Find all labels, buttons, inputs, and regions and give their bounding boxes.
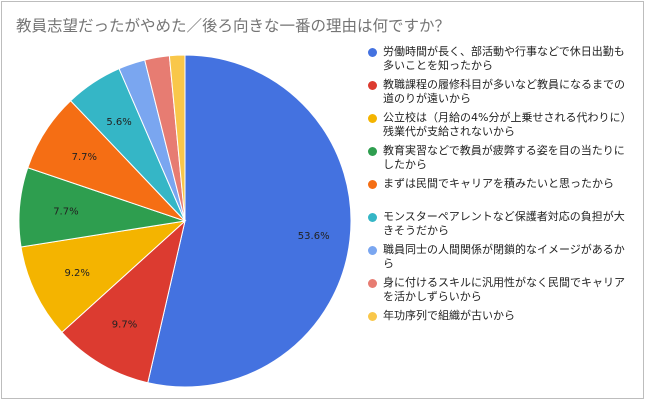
legend-marker-3	[368, 114, 377, 123]
legend-label-3: 公立校は（月給の4%分が上乗せされる代わりに）残業代が支給されないから	[383, 111, 626, 138]
legend-label-4: 教育実習などで教員が疲弊する姿を目の当たりにしたから	[383, 144, 625, 171]
pie-label-6: 5.6%	[106, 117, 131, 128]
legend-marker-8	[368, 279, 377, 288]
pie-label-3: 9.2%	[64, 268, 89, 279]
legend-marker-1	[368, 48, 377, 57]
legend-item-5: まずは民間でキャリアを積みたいと思ったから	[365, 177, 635, 210]
legend-label-7: 職員同士の人間関係が閉鎖的なイメージがあるから	[383, 243, 625, 270]
pie-slice-9	[168, 54, 186, 222]
pie-label-4: 7.7%	[53, 206, 78, 217]
legend-marker-5	[368, 180, 377, 189]
legend-item-4: 教育実習などで教員が疲弊する姿を目の当たりにしたから	[365, 144, 635, 177]
legend-label-2: 教職課程の履修科目が多いなど教員になるまでの道のりが遠いから	[383, 78, 625, 105]
legend-marker-4	[368, 147, 377, 156]
pie-slices	[18, 54, 352, 388]
legend-item-9: 年功序列で組織が古いから	[365, 309, 635, 342]
legend-marker-9	[368, 312, 377, 321]
pie-labels: 53.6% 9.7% 9.2% 7.7% 7.7% 5.6%	[53, 117, 329, 331]
legend-item-1: 労働時間が長く、部活動や行事などで休日出勤も多いことを知ったから	[365, 45, 635, 78]
legend-label-5: まずは民間でキャリアを積みたいと思ったから	[383, 177, 614, 190]
pie-slice-3	[20, 220, 187, 334]
legend-item-7: 職員同士の人間関係が閉鎖的なイメージがあるから	[365, 243, 635, 276]
legend-marker-7	[368, 246, 377, 255]
legend: 労働時間が長く、部活動や行事などで休日出勤も多いことを知ったから 教職課程の履修科…	[365, 45, 635, 342]
pie-slice-1	[147, 54, 352, 388]
legend-item-6: モンスターペアレントなど保護者対応の負担が大きそうだから	[365, 210, 635, 243]
pie-label-5: 7.7%	[72, 152, 97, 163]
legend-item-3: 公立校は（月給の4%分が上乗せされる代わりに）残業代が支給されないから	[365, 111, 635, 144]
chart-title: 教員志望だったがやめた／後ろ向きな一番の理由は何ですか？	[16, 17, 451, 35]
legend-marker-2	[368, 81, 377, 90]
legend-marker-6	[368, 213, 377, 222]
legend-item-8: 身に付けるスキルに汎用性がなく民間でキャリアを活かしずらいから	[365, 276, 635, 309]
pie-slice-2	[61, 219, 186, 384]
pie-label-1: 53.6%	[298, 231, 330, 242]
legend-label-9: 年功序列で組織が古いから	[383, 309, 515, 322]
legend-item-2: 教職課程の履修科目が多いなど教員になるまでの道のりが遠いから	[365, 78, 635, 111]
legend-label-6: モンスターペアレントなど保護者対応の負担が大きそうだから	[383, 210, 625, 237]
legend-label-1: 労働時間が長く、部活動や行事などで休日出勤も多いことを知ったから	[383, 45, 625, 72]
pie-label-2: 9.7%	[112, 320, 137, 331]
legend-label-8: 身に付けるスキルに汎用性がなく民間でキャリアを活かしずらいから	[383, 276, 625, 303]
